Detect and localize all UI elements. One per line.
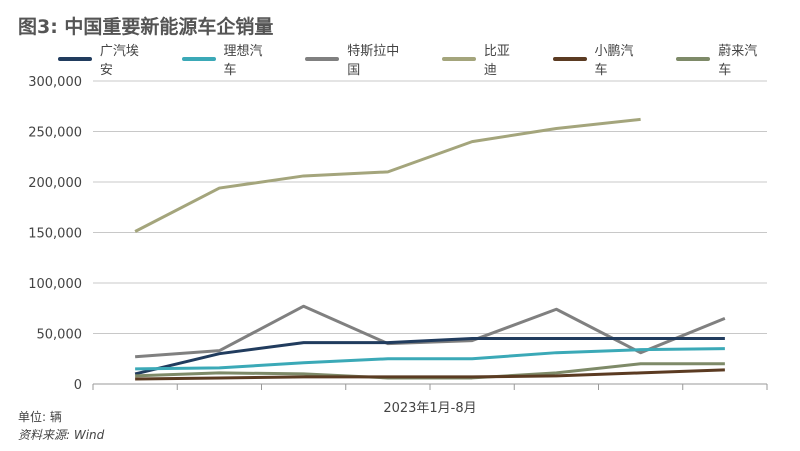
chart-title: 图3: 中国重要新能源车企销量 (18, 16, 274, 38)
y-tick-label: 200,000 (28, 176, 82, 191)
y-tick-label: 100,000 (28, 277, 82, 292)
legend-label: 理想汽车 (223, 44, 263, 78)
legend-label: 小鹏汽车 (594, 44, 634, 78)
series-line-0 (134, 337, 725, 376)
y-tick-label: 0 (74, 378, 82, 393)
unit-note: 单位: 辆 (18, 410, 62, 424)
legend-swatch (676, 57, 711, 61)
legend-swatch (552, 57, 587, 61)
legend-label: 比亚迪 (483, 44, 510, 78)
y-tick-label: 300,000 (28, 75, 82, 90)
y-tick-label: 250,000 (28, 126, 82, 141)
legend-label: 广汽埃安 (99, 44, 139, 78)
legend-item: 比亚迪 (441, 40, 523, 78)
y-tick-label: 150,000 (28, 227, 82, 242)
legend-item: 小鹏汽车 (552, 40, 647, 78)
y-tick-label: 50,000 (37, 328, 83, 343)
legend-label: 特斯拉中国 (347, 44, 400, 78)
legend-item: 广汽埃安 (58, 40, 152, 78)
series-line-4 (135, 368, 725, 381)
legend-swatch (441, 57, 476, 61)
legend-item: 蔚来汽车 (676, 40, 770, 78)
series-line-3 (134, 117, 641, 233)
legend-item: 特斯拉中国 (305, 40, 412, 78)
series-line-1 (135, 347, 725, 371)
series-line-2 (135, 304, 726, 359)
legend-swatch (58, 57, 92, 61)
legend-item: 理想汽车 (181, 40, 276, 78)
legend-swatch (305, 57, 340, 61)
legend-swatch (181, 57, 216, 61)
x-axis-label: 2023年1月-8月 (383, 401, 476, 416)
source-note: 资料来源: Wind (18, 428, 105, 442)
legend-label: 蔚来汽车 (718, 44, 758, 78)
legend: 广汽埃安 理想汽车 特斯拉中国 比亚迪 小鹏汽车 蔚来汽车 (58, 40, 800, 78)
